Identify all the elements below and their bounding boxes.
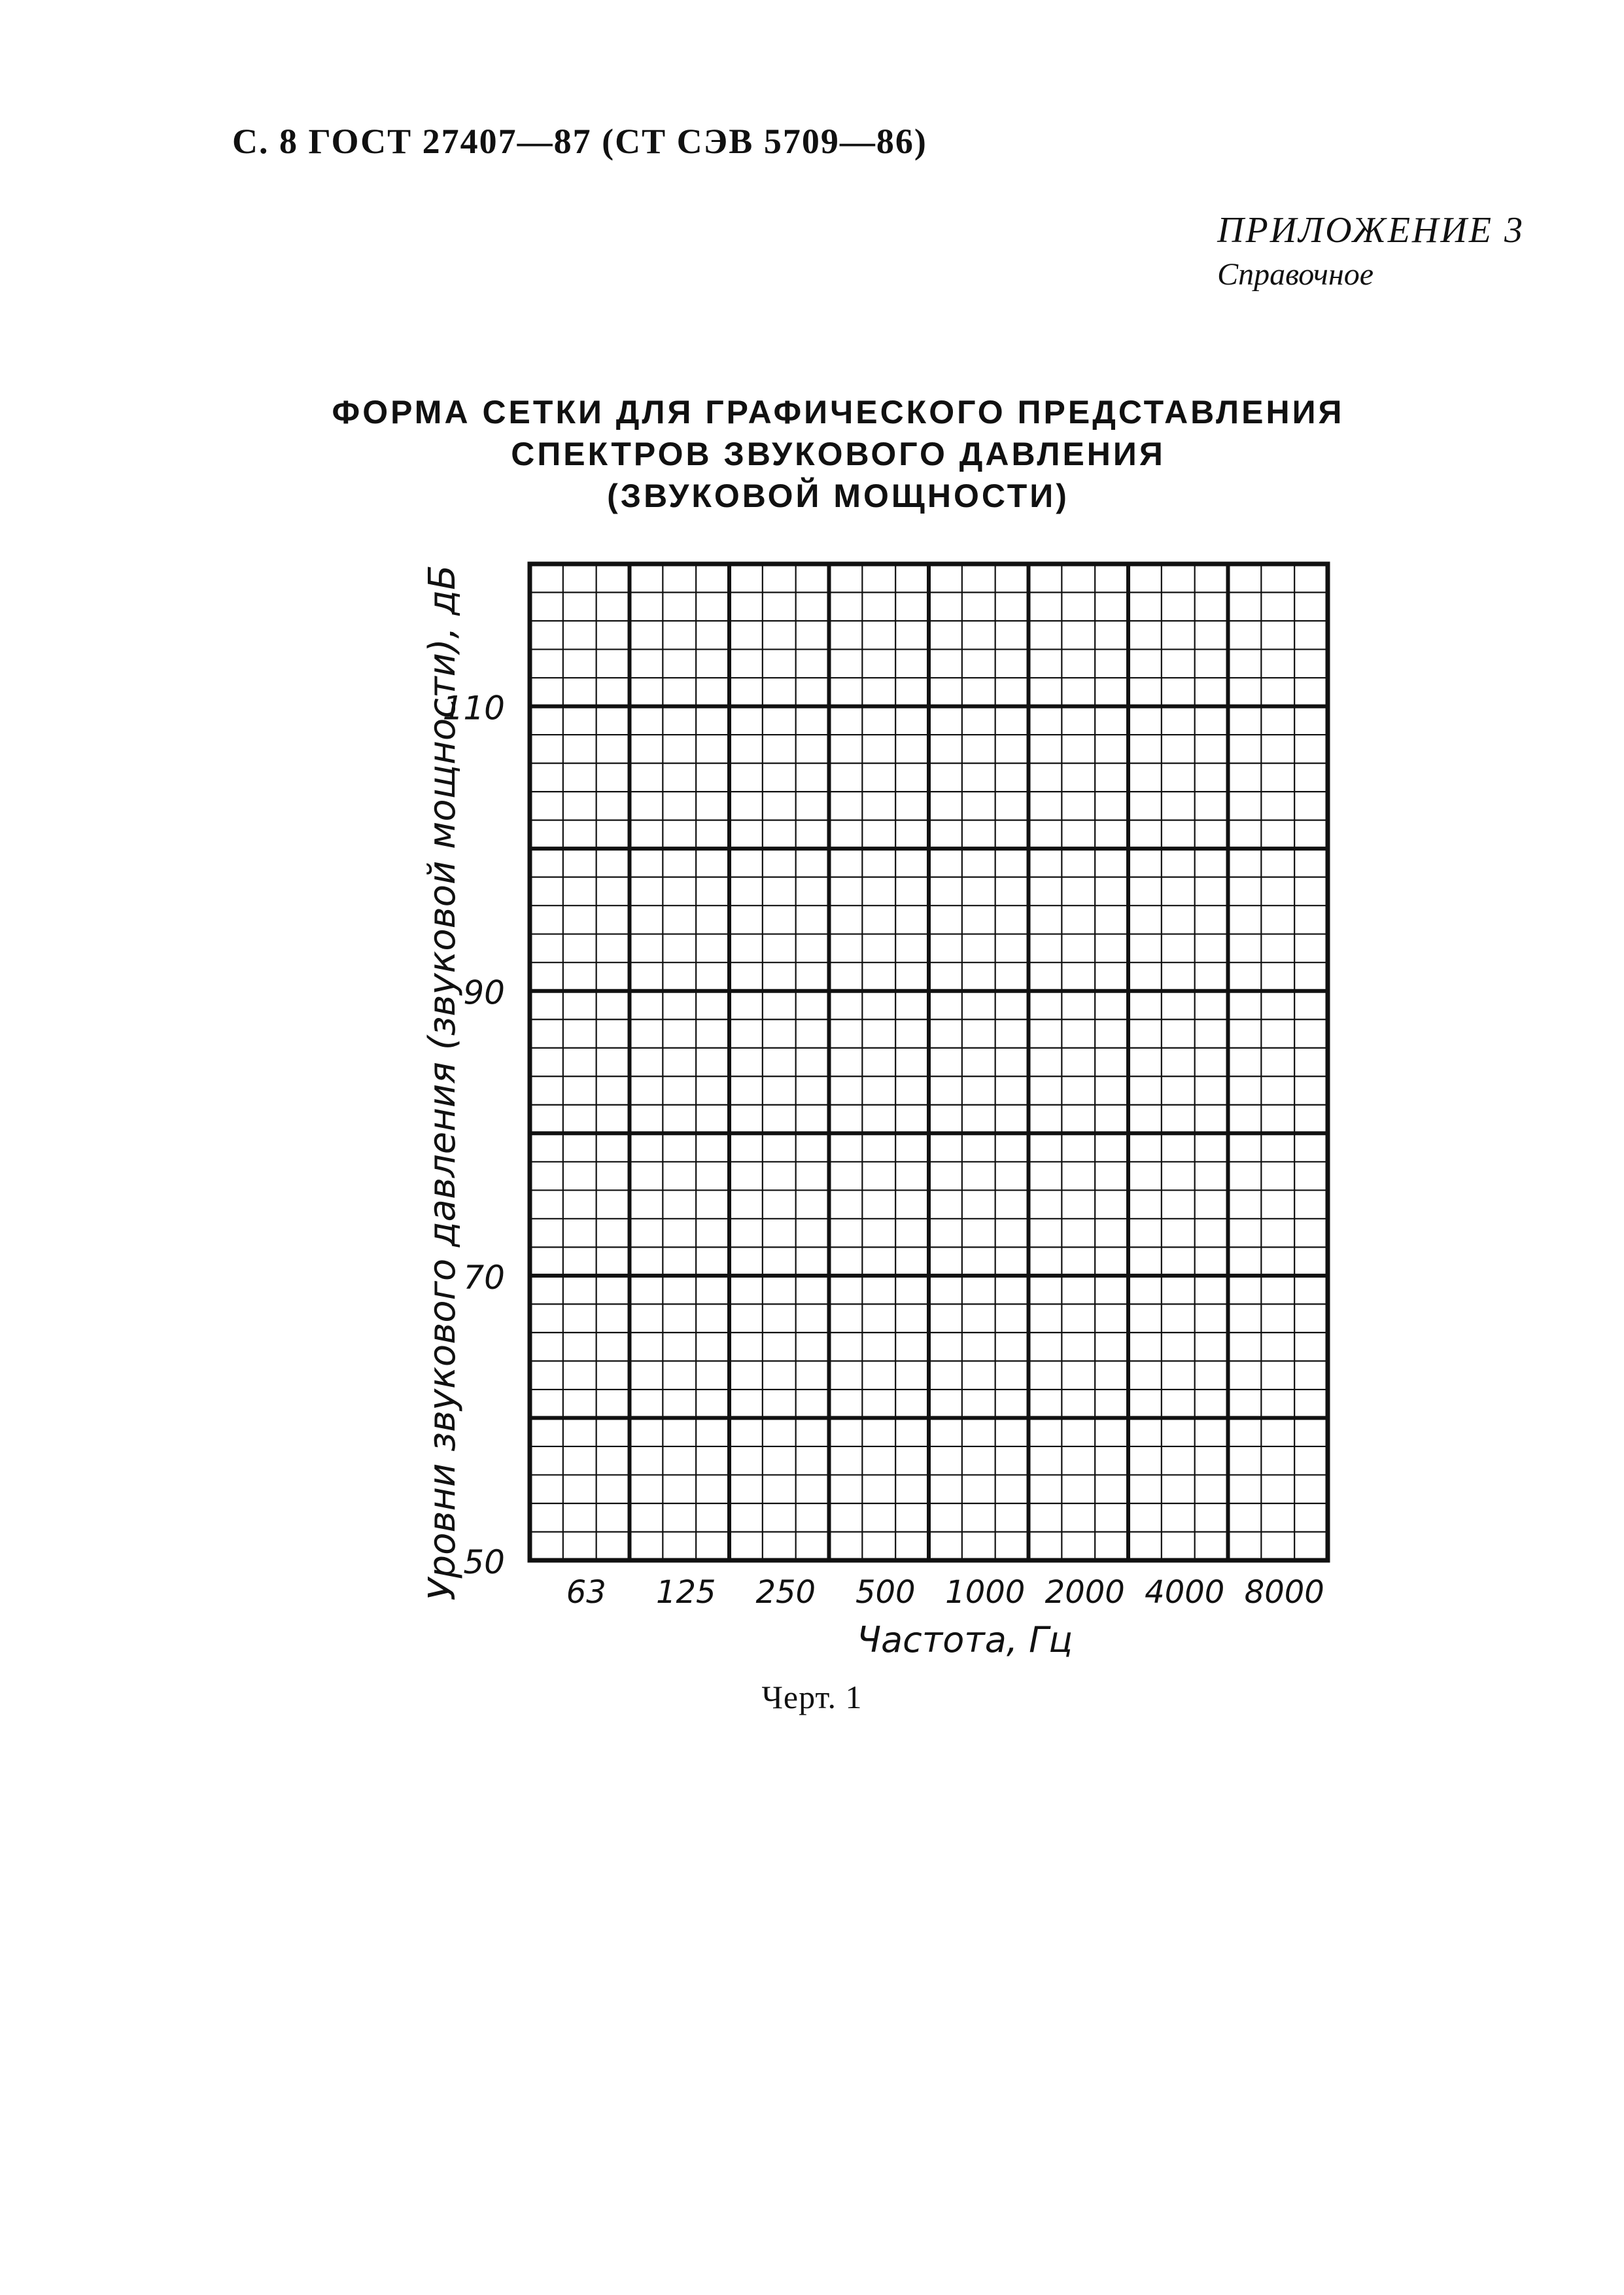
title-line-1: ФОРМА СЕТКИ ДЛЯ ГРАФИЧЕСКОГО ПРЕДСТАВЛЕН…	[332, 394, 1345, 430]
y-tick-label: 90	[463, 974, 505, 1012]
x-tick-label: 8000	[1245, 1574, 1324, 1611]
x-tick-labels: 63 125 250 500 1000 2000 4000 8000	[566, 1574, 1324, 1611]
y-tick-label: 110	[443, 690, 505, 727]
x-tick-label: 4000	[1145, 1574, 1224, 1611]
figure-caption: Черт. 1	[761, 1679, 863, 1715]
figure-title: ФОРМА СЕТКИ ДЛЯ ГРАФИЧЕСКОГО ПРЕДСТАВЛЕН…	[0, 391, 1624, 517]
grid-lines	[527, 561, 1330, 1563]
appendix-type: Справочное	[1217, 257, 1374, 292]
title-line-3: (ЗВУКОВОЙ МОЩНОСТИ)	[607, 478, 1069, 514]
appendix-block: ПРИЛОЖЕНИЕ 3 Справочное	[1217, 209, 1525, 292]
appendix-label: ПРИЛОЖЕНИЕ 3	[1217, 210, 1525, 251]
y-tick-label: 50	[463, 1543, 505, 1581]
page-header: С. 8 ГОСТ 27407—87 (СТ СЭВ 5709—86)	[232, 122, 927, 161]
y-axis-label: Уровни звукового давления (звуковой мощн…	[421, 565, 464, 1600]
x-axis-label: Частота, Гц	[857, 1619, 1073, 1660]
x-tick-label: 63	[566, 1574, 606, 1611]
y-tick-label: 70	[463, 1259, 505, 1297]
x-tick-label: 500	[855, 1574, 916, 1611]
x-tick-label: 250	[755, 1574, 816, 1611]
y-tick-labels: 50 70 90 110	[443, 690, 505, 1581]
grid-frame	[527, 561, 1330, 1563]
x-tick-label: 125	[656, 1574, 716, 1611]
x-tick-label: 1000	[945, 1574, 1025, 1611]
x-tick-label: 2000	[1045, 1574, 1125, 1611]
title-line-2: СПЕКТРОВ ЗВУКОВОГО ДАВЛЕНИЯ	[511, 436, 1166, 472]
